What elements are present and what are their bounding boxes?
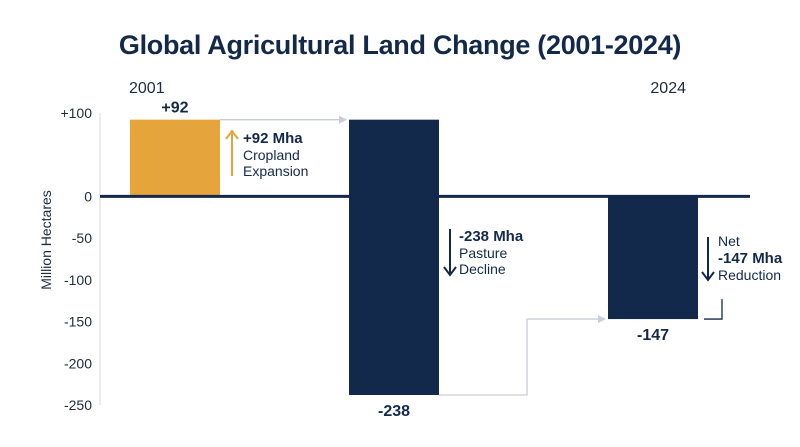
annotation-line: Reduction <box>718 267 781 283</box>
connector-line <box>439 318 602 396</box>
connector-arrowhead <box>339 115 347 124</box>
y-tick-label: -150 <box>64 314 92 330</box>
annotation-line: Net <box>718 233 740 249</box>
bar-data-label: -238 <box>378 403 410 420</box>
annotation-value: -238 Mha <box>459 228 524 245</box>
annotation-line: Decline <box>459 261 506 277</box>
y-tick-label: -100 <box>64 272 92 288</box>
annotation-line: Pasture <box>459 245 507 261</box>
end-year-label: 2024 <box>650 80 686 97</box>
annotation-value: -147 Mha <box>718 250 783 267</box>
y-tick-label: -250 <box>64 397 92 413</box>
chart-title: Global Agricultural Land Change (2001-20… <box>118 30 682 60</box>
y-tick-label: +100 <box>60 105 92 121</box>
up-arrow-icon <box>225 129 239 176</box>
y-tick-label: 0 <box>84 188 92 204</box>
bar-data-label: -147 <box>637 327 669 344</box>
annotation-line: Expansion <box>243 163 308 179</box>
y-tick-label: -200 <box>64 355 92 371</box>
annotation-line: Cropland <box>243 147 300 163</box>
bar-data-label: +92 <box>161 100 188 117</box>
annotation-value: +92 Mha <box>243 130 303 147</box>
bar-cropland <box>130 119 220 197</box>
bracket-line <box>704 299 723 320</box>
y-tick-label: -50 <box>72 230 92 246</box>
bar-net <box>608 196 698 320</box>
down-arrow-icon <box>443 229 457 277</box>
start-year-label: 2001 <box>129 80 165 97</box>
connector-arrowhead <box>598 315 606 324</box>
bar-pasture <box>349 119 439 395</box>
y-axis-title: Million Hectares <box>38 190 54 290</box>
down-arrow-icon <box>701 237 715 282</box>
